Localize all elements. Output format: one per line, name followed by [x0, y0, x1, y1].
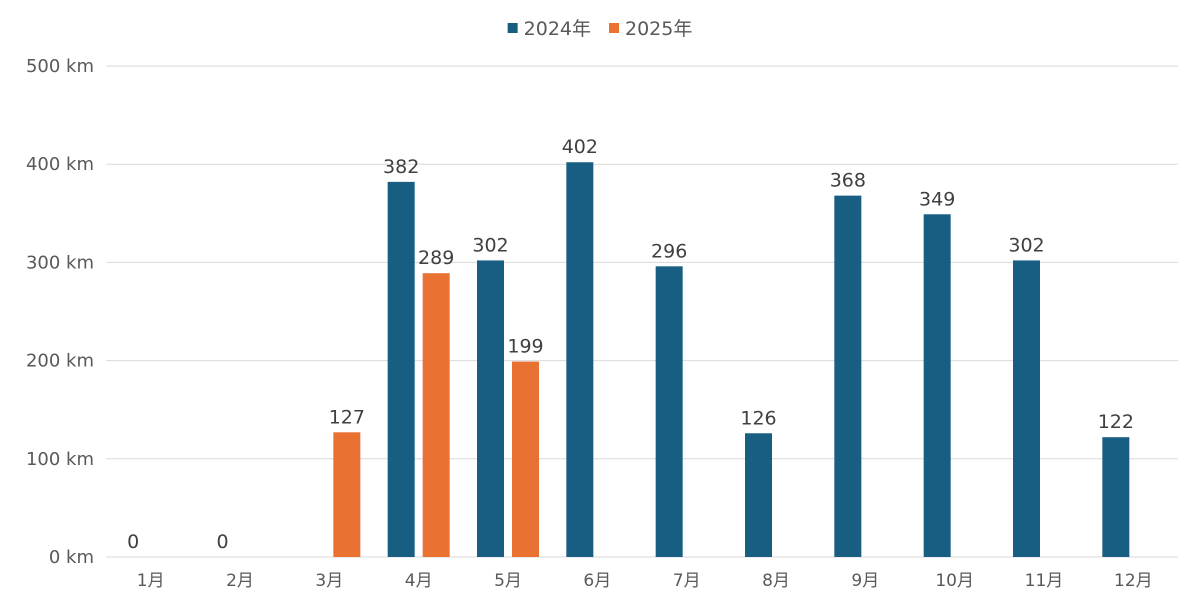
bar — [745, 433, 772, 557]
legend-label: 2024年 — [524, 18, 591, 40]
bar — [387, 181, 415, 557]
x-category-label: 7月 — [673, 571, 701, 591]
legend: 2024年 2025年 — [507, 18, 692, 40]
data-labels: 0 0 127 382 289 302 199 402 296 126 368 349 302 122 — [127, 136, 1134, 553]
data-label: 0 — [216, 531, 228, 553]
data-label: 122 — [1098, 411, 1134, 433]
y-tick-label: 100 km — [26, 449, 94, 470]
x-category-label: 5月 — [494, 571, 522, 591]
x-axis-category-labels: 1月 2月 3月 4月 5月 6月 7月 8月 9月 10月 11月 12月 — [137, 571, 1153, 591]
x-category-label: 8月 — [762, 571, 790, 591]
bar — [333, 432, 361, 557]
data-label: 382 — [383, 156, 419, 178]
data-label: 126 — [740, 407, 776, 429]
data-label: 296 — [651, 240, 687, 262]
y-tick-label: 500 km — [26, 56, 94, 77]
x-category-label: 9月 — [851, 571, 879, 591]
x-category-label: 3月 — [315, 571, 343, 591]
data-label: 349 — [919, 188, 955, 210]
x-category-label: 6月 — [583, 571, 611, 591]
x-category-label: 2月 — [226, 571, 254, 591]
x-category-label: 11月 — [1025, 571, 1064, 591]
x-category-label: 10月 — [935, 571, 974, 591]
legend-label: 2025年 — [625, 18, 692, 40]
bar — [655, 266, 683, 557]
data-label: 0 — [127, 531, 139, 553]
bar — [422, 273, 450, 557]
y-tick-label: 0 km — [49, 547, 94, 568]
data-label: 289 — [418, 247, 454, 269]
data-label: 302 — [1008, 234, 1044, 256]
bars — [333, 162, 1130, 558]
y-tick-label: 200 km — [26, 351, 94, 372]
y-tick-label: 300 km — [26, 252, 94, 273]
x-category-label: 12月 — [1114, 571, 1153, 591]
bar — [477, 260, 504, 557]
data-label: 199 — [507, 336, 543, 358]
data-label: 302 — [472, 234, 508, 256]
bar — [566, 162, 594, 557]
y-axis-tick-labels: 0 km 100 km 200 km 300 km 400 km 500 km — [26, 56, 94, 568]
x-category-label: 4月 — [405, 571, 433, 591]
bar — [1102, 437, 1130, 557]
x-category-label: 1月 — [137, 571, 165, 591]
bar — [923, 214, 951, 558]
legend-swatch — [507, 23, 518, 33]
y-tick-label: 400 km — [26, 154, 94, 175]
legend-swatch — [609, 23, 619, 33]
data-label: 402 — [562, 136, 598, 158]
data-label: 127 — [329, 406, 365, 428]
data-label: 368 — [830, 170, 866, 192]
bar — [1013, 260, 1040, 557]
bar — [512, 361, 539, 557]
bar — [834, 195, 862, 557]
gridlines — [106, 65, 1178, 558]
